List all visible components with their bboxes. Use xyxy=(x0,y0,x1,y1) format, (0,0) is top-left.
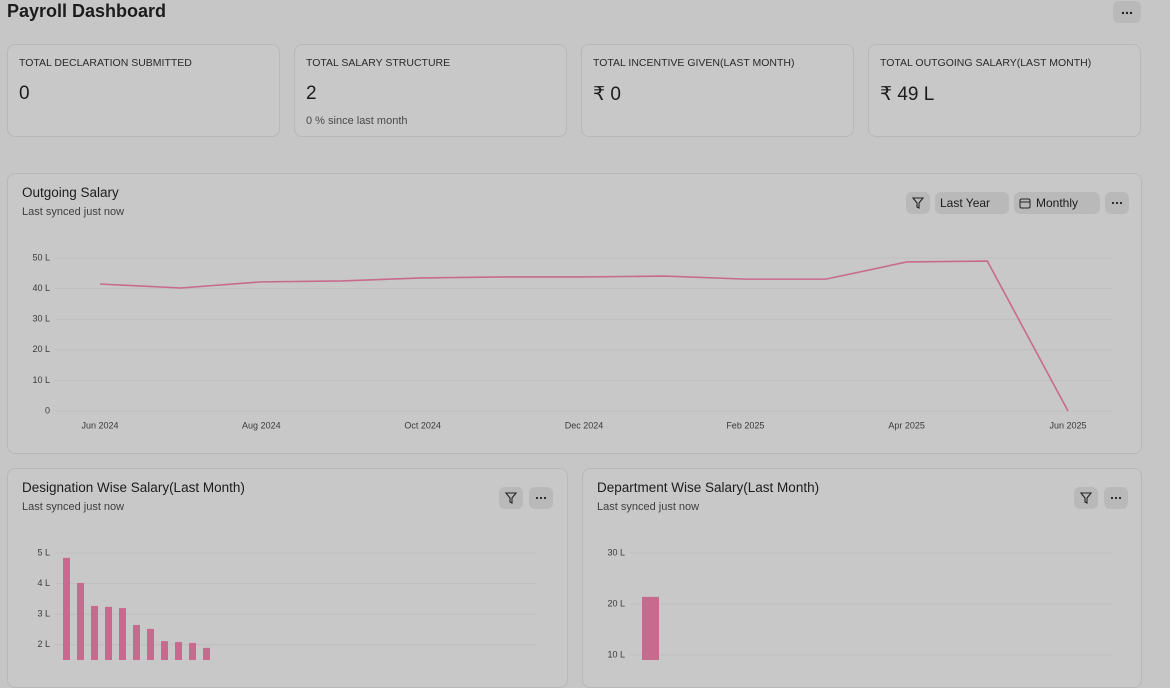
kpi-label: TOTAL OUTGOING SALARY(LAST MONTH) xyxy=(880,57,1092,69)
chart-subtitle: Last synced just now xyxy=(22,206,125,218)
chart-subtitle: Last synced just now xyxy=(597,501,700,513)
interval-select[interactable]: Monthly xyxy=(1014,192,1100,214)
page-title: Payroll Dashboard xyxy=(7,1,167,21)
kpi-value: ₹ 49 L xyxy=(880,84,935,105)
kpi-value: 0 xyxy=(19,83,30,104)
more-button[interactable] xyxy=(1104,487,1128,509)
dots-icon xyxy=(1111,201,1123,205)
page: Payroll Dashboard TOTAL DECLARATION SUBM… xyxy=(7,1,1142,688)
filter-button[interactable] xyxy=(499,487,523,509)
kpi-label: TOTAL SALARY STRUCTURE xyxy=(306,57,451,69)
kpi-note: 0 % since last month xyxy=(306,115,408,127)
period-label: Last Year xyxy=(940,196,991,210)
chart-title: Outgoing Salary xyxy=(22,185,119,200)
kpi-value: 2 xyxy=(306,83,317,104)
kpi-card: TOTAL OUTGOING SALARY(LAST MONTH) ₹ 49 L xyxy=(868,44,1141,137)
chart-title: Designation Wise Salary(Last Month) xyxy=(22,480,245,495)
filter-icon xyxy=(1079,492,1093,504)
dots-icon xyxy=(1121,11,1133,15)
kpi-card: TOTAL INCENTIVE GIVEN(LAST MONTH) ₹ 0 xyxy=(581,44,854,137)
filter-button[interactable] xyxy=(906,192,930,214)
chart-card: Outgoing Salary Last synced just now Las… xyxy=(7,173,1142,454)
more-button[interactable] xyxy=(1113,1,1141,23)
chart-card: Designation Wise Salary(Last Month) Last… xyxy=(7,468,568,688)
kpi-label: TOTAL DECLARATION SUBMITTED xyxy=(19,57,192,69)
filter-icon xyxy=(504,492,518,504)
kpi-label: TOTAL INCENTIVE GIVEN(LAST MONTH) xyxy=(593,57,795,69)
calendar-icon xyxy=(1019,198,1031,209)
more-button[interactable] xyxy=(529,487,553,509)
dots-icon xyxy=(1110,496,1122,500)
dots-icon xyxy=(535,496,547,500)
kpi-card: TOTAL DECLARATION SUBMITTED 0 xyxy=(7,44,280,137)
chart-subtitle: Last synced just now xyxy=(22,501,125,513)
kpi-card: TOTAL SALARY STRUCTURE 2 0 % since last … xyxy=(294,44,567,137)
period-select[interactable]: Last Year xyxy=(935,192,1009,214)
filter-button[interactable] xyxy=(1074,487,1098,509)
chart-title: Department Wise Salary(Last Month) xyxy=(597,480,820,495)
filter-icon xyxy=(911,197,925,209)
more-button[interactable] xyxy=(1105,192,1129,214)
chart-card: Department Wise Salary(Last Month) Last … xyxy=(582,468,1142,688)
interval-label: Monthly xyxy=(1036,196,1079,210)
kpi-value: ₹ 0 xyxy=(593,84,621,105)
